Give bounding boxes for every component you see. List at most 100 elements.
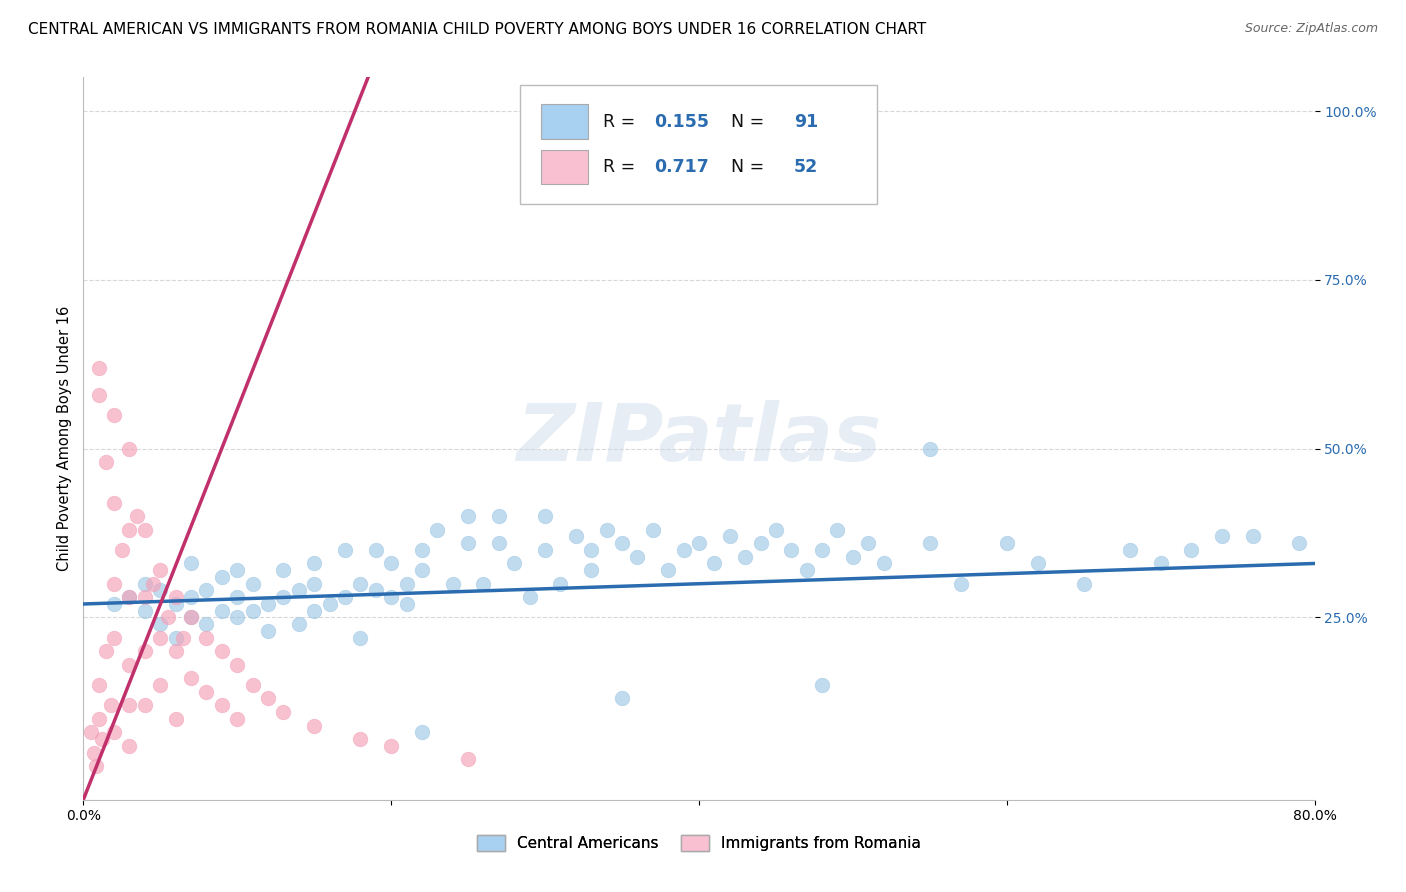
Point [226, 610, 249, 624]
Point [842, 549, 865, 564]
Point [811, 543, 834, 558]
Point [118, 591, 141, 605]
Point [172, 631, 194, 645]
Point [457, 752, 479, 766]
Point [488, 536, 510, 550]
Text: R =: R = [603, 112, 641, 130]
Point [949, 576, 972, 591]
Text: 0.155: 0.155 [655, 112, 710, 130]
Point [380, 557, 402, 571]
Point [180, 671, 202, 685]
Point [796, 563, 818, 577]
Point [472, 576, 495, 591]
Point [457, 536, 479, 550]
Point [503, 557, 526, 571]
Point [195, 685, 218, 699]
Point [610, 691, 633, 706]
Point [380, 739, 402, 753]
Point [765, 523, 787, 537]
FancyBboxPatch shape [541, 150, 588, 185]
Point [872, 557, 894, 571]
Point [287, 617, 309, 632]
Point [118, 657, 141, 672]
Point [127, 509, 149, 524]
Point [858, 536, 880, 550]
Point [180, 591, 202, 605]
Text: Source: ZipAtlas.com: Source: ZipAtlas.com [1244, 22, 1378, 36]
Point [149, 617, 172, 632]
Point [273, 591, 295, 605]
Point [134, 604, 156, 618]
Point [457, 509, 479, 524]
Point [703, 557, 725, 571]
Point [488, 509, 510, 524]
Point [211, 604, 233, 618]
Point [273, 705, 295, 719]
Text: N =: N = [720, 158, 769, 176]
Point [426, 523, 449, 537]
Point [333, 543, 356, 558]
Point [226, 657, 249, 672]
Point [195, 617, 218, 632]
Point [211, 698, 233, 713]
Point [1026, 557, 1049, 571]
Point [87, 712, 110, 726]
Point [734, 549, 756, 564]
Point [333, 591, 356, 605]
Point [118, 739, 141, 753]
FancyBboxPatch shape [541, 104, 588, 139]
Point [534, 543, 557, 558]
Point [100, 698, 122, 713]
Text: 52: 52 [794, 158, 818, 176]
Point [287, 583, 309, 598]
Point [534, 509, 557, 524]
Point [657, 563, 679, 577]
Point [134, 644, 156, 658]
Point [780, 543, 803, 558]
Point [550, 576, 572, 591]
Point [441, 576, 464, 591]
Point [180, 557, 202, 571]
Point [87, 388, 110, 402]
Point [242, 604, 264, 618]
Point [149, 631, 172, 645]
Point [827, 523, 849, 537]
Point [103, 496, 125, 510]
Y-axis label: Child Poverty Among Boys Under 16: Child Poverty Among Boys Under 16 [58, 306, 72, 571]
Point [1119, 543, 1142, 558]
Point [195, 631, 218, 645]
Point [180, 610, 202, 624]
Point [749, 536, 772, 550]
Point [565, 529, 588, 543]
Point [87, 360, 110, 375]
Point [1211, 529, 1233, 543]
Point [242, 576, 264, 591]
Point [90, 731, 112, 746]
Point [87, 678, 110, 692]
Text: N =: N = [720, 112, 769, 130]
Point [349, 631, 371, 645]
Point [96, 644, 118, 658]
Point [395, 597, 418, 611]
Point [226, 591, 249, 605]
Point [1150, 557, 1173, 571]
Point [641, 523, 664, 537]
Point [395, 576, 418, 591]
Point [411, 725, 433, 739]
Point [142, 576, 165, 591]
Point [918, 536, 941, 550]
Point [595, 523, 617, 537]
Point [165, 591, 187, 605]
Text: 91: 91 [794, 112, 818, 130]
Point [165, 712, 187, 726]
Point [688, 536, 710, 550]
Point [84, 759, 107, 773]
Text: ZIPatlas: ZIPatlas [516, 400, 882, 477]
Point [318, 597, 340, 611]
Point [302, 576, 325, 591]
Point [195, 583, 218, 598]
Point [165, 644, 187, 658]
Point [257, 624, 280, 638]
Text: 0.717: 0.717 [655, 158, 710, 176]
Point [411, 543, 433, 558]
